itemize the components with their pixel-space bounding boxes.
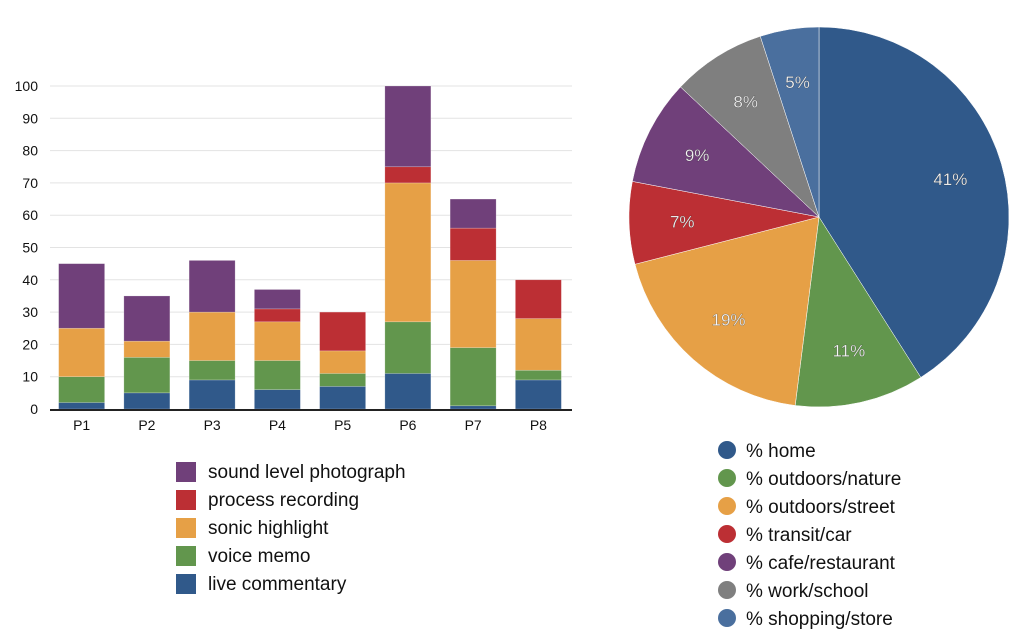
pie-slice-shoppingstore [759, 26, 820, 218]
bar-segment-P3-sound-level-photograph [188, 260, 236, 313]
y-tick-label: 10 [22, 369, 38, 385]
bar-segment-P4-sound-level-photograph [254, 289, 301, 310]
legend-dot [718, 581, 736, 599]
bar-segment-P1-live-commentary [58, 402, 105, 410]
pie-data-label: 7% [670, 212, 695, 231]
pie-data-label: 9% [685, 146, 710, 165]
bar-segment-P7-live-commentary [449, 405, 497, 410]
bar-segment-P8-sonic-highlight [515, 318, 562, 371]
legend-dot [718, 469, 736, 487]
legend-label: % outdoors/nature [746, 469, 901, 490]
x-tick-label: P8 [530, 417, 547, 433]
bar-segment-P2-sound-level-photograph [123, 295, 171, 342]
legend-dot [718, 609, 736, 627]
legend-dot [718, 497, 736, 515]
y-tick-label: 90 [22, 110, 38, 126]
legend-dot [718, 553, 736, 571]
legend-dot [718, 525, 736, 543]
y-tick-label: 40 [22, 272, 38, 288]
y-tick-label: 30 [22, 304, 38, 320]
legend-label: % cafe/restaurant [746, 553, 896, 574]
bar-segment-P7-sound-level-photograph [449, 198, 497, 229]
pie-slice-outdoorsstreet [634, 216, 820, 406]
legend-swatch [176, 462, 196, 482]
x-tick-label: P1 [73, 417, 90, 433]
legend-label: % home [746, 441, 816, 462]
x-tick-label: P6 [399, 417, 416, 433]
bar-segment-P8-voice-memo [515, 369, 562, 381]
legend-label: % work/school [746, 581, 869, 602]
bar-segment-P6-process-recording [384, 166, 432, 184]
pie-data-label: 11% [832, 342, 865, 361]
bar-segment-P1-sonic-highlight [58, 327, 105, 378]
bar-segment-P3-sonic-highlight [188, 311, 236, 361]
bar-segment-P4-process-recording [254, 308, 301, 323]
legend-label: process recording [208, 490, 359, 511]
bar-segment-P4-voice-memo [254, 360, 301, 390]
bar-segment-P2-sonic-highlight [123, 340, 171, 358]
legend-swatch [176, 574, 196, 594]
bar-segment-P2-live-commentary [123, 392, 171, 410]
bar-segment-P6-sound-level-photograph [384, 85, 432, 168]
y-tick-label: 70 [22, 175, 38, 191]
bar-segment-P6-sonic-highlight [384, 182, 432, 323]
bar-segment-P7-sonic-highlight [449, 260, 497, 348]
legend-swatch [176, 518, 196, 538]
y-tick-label: 100 [15, 78, 39, 94]
bar-segment-P6-live-commentary [384, 373, 432, 410]
x-tick-label: P5 [334, 417, 351, 433]
bar-segment-P5-process-recording [319, 311, 366, 352]
x-tick-label: P4 [269, 417, 286, 433]
bar-segment-P2-voice-memo [123, 357, 171, 394]
bar-segment-P8-live-commentary [515, 379, 562, 410]
pie-data-label: 5% [785, 73, 810, 92]
y-tick-label: 50 [22, 240, 38, 256]
pie-data-label: 41% [933, 170, 967, 189]
legend-label: sonic highlight [208, 518, 329, 539]
y-tick-label: 60 [22, 207, 38, 223]
bar-segment-P3-voice-memo [188, 360, 236, 381]
legend-label: sound level photograph [208, 462, 406, 483]
legend-label: voice memo [208, 546, 310, 567]
legend-dot [718, 441, 736, 459]
bar-segment-P5-sonic-highlight [319, 350, 366, 374]
pie-slice-outdoorsnature [794, 216, 922, 408]
y-tick-label: 20 [22, 336, 38, 352]
bar-segment-P3-live-commentary [188, 379, 236, 410]
legend-swatch [176, 490, 196, 510]
pie-data-label: 8% [733, 92, 758, 111]
pie-slice-caferestaurant [632, 86, 820, 218]
pie-slice-home [818, 26, 1010, 378]
bar-segment-P5-live-commentary [319, 386, 366, 410]
legend-label: live commentary [208, 574, 347, 595]
bar-segment-P7-voice-memo [449, 347, 497, 407]
x-tick-label: P3 [204, 417, 221, 433]
legend-swatch [176, 546, 196, 566]
bar-segment-P4-sonic-highlight [254, 321, 301, 361]
bar-segment-P5-voice-memo [319, 373, 366, 387]
bar-segment-P1-sound-level-photograph [58, 263, 105, 329]
bar-segment-P4-live-commentary [254, 389, 301, 410]
legend-label: % transit/car [746, 525, 852, 546]
bar-segment-P1-voice-memo [58, 376, 105, 403]
legend-label: % outdoors/street [746, 497, 896, 518]
x-tick-label: P7 [465, 417, 482, 433]
x-tick-label: P2 [138, 417, 155, 433]
pie-data-label: 19% [712, 311, 746, 330]
bar-segment-P6-voice-memo [384, 321, 432, 374]
pie-slice-workschool [680, 35, 820, 218]
legend-label: % shopping/store [746, 609, 893, 630]
y-tick-label: 0 [30, 401, 38, 417]
y-tick-label: 80 [22, 143, 38, 159]
bar-segment-P8-process-recording [515, 279, 562, 319]
bar-segment-P7-process-recording [449, 227, 497, 261]
